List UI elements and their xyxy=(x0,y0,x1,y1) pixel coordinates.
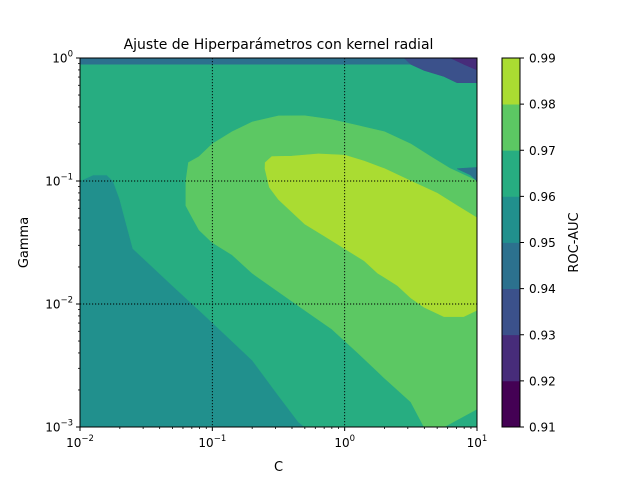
colorbar-band xyxy=(502,150,520,197)
colorbar-band xyxy=(502,334,520,382)
y-axis-label: Gamma xyxy=(17,217,32,268)
colorbar-tick-label: 0.92 xyxy=(529,374,556,388)
colorbar-band xyxy=(502,380,520,428)
colorbar-band xyxy=(502,104,520,151)
colorbar-band xyxy=(502,196,520,243)
y-tick-label: 10−3 xyxy=(45,419,73,435)
colorbar-tick-label: 0.95 xyxy=(529,236,556,250)
grid-lines xyxy=(80,58,477,427)
chart-title: Ajuste de Hiperparámetros con kernel rad… xyxy=(124,37,434,53)
y-tick-label: 10−2 xyxy=(45,296,73,312)
colorbar-tick-label: 0.93 xyxy=(529,328,556,342)
y-tick-label: 10−1 xyxy=(45,173,73,189)
contour-region-0-94 xyxy=(457,167,477,182)
colorbar-tick-label: 0.91 xyxy=(529,421,556,435)
x-tick-label: 10−2 xyxy=(66,434,94,450)
colorbar-band xyxy=(502,242,520,290)
x-axis-ticks: 10−2 10−1 100 101 xyxy=(66,427,487,450)
contour-region-0-98 xyxy=(264,153,477,317)
colorbar-tick-label: 0.94 xyxy=(529,282,556,296)
x-tick-label: 101 xyxy=(467,434,488,450)
plot-frame xyxy=(79,57,478,428)
colorbar: 0.91 0.92 0.93 0.94 0.95 0.96 0.97 0.98 0.99 xyxy=(501,52,556,435)
colorbar-band xyxy=(502,288,520,336)
colorbar-tick-label: 0.96 xyxy=(529,190,556,204)
x-tick-label: 10−1 xyxy=(198,434,226,450)
colorbar-tick-label: 0.97 xyxy=(529,144,556,158)
x-tick-label: 100 xyxy=(334,434,355,450)
x-axis-label: C xyxy=(274,460,283,475)
y-tick-label: 100 xyxy=(52,50,73,66)
y-axis-ticks: 10−3 10−2 10−1 100 xyxy=(45,50,80,435)
colorbar-band xyxy=(502,58,520,105)
colorbar-tick-label: 0.99 xyxy=(529,52,556,66)
colorbar-label: ROC-AUC xyxy=(567,212,582,272)
contour-region-0-92 xyxy=(450,58,477,71)
contour-regions xyxy=(80,58,477,427)
colorbar-tick-label: 0.98 xyxy=(529,98,556,112)
